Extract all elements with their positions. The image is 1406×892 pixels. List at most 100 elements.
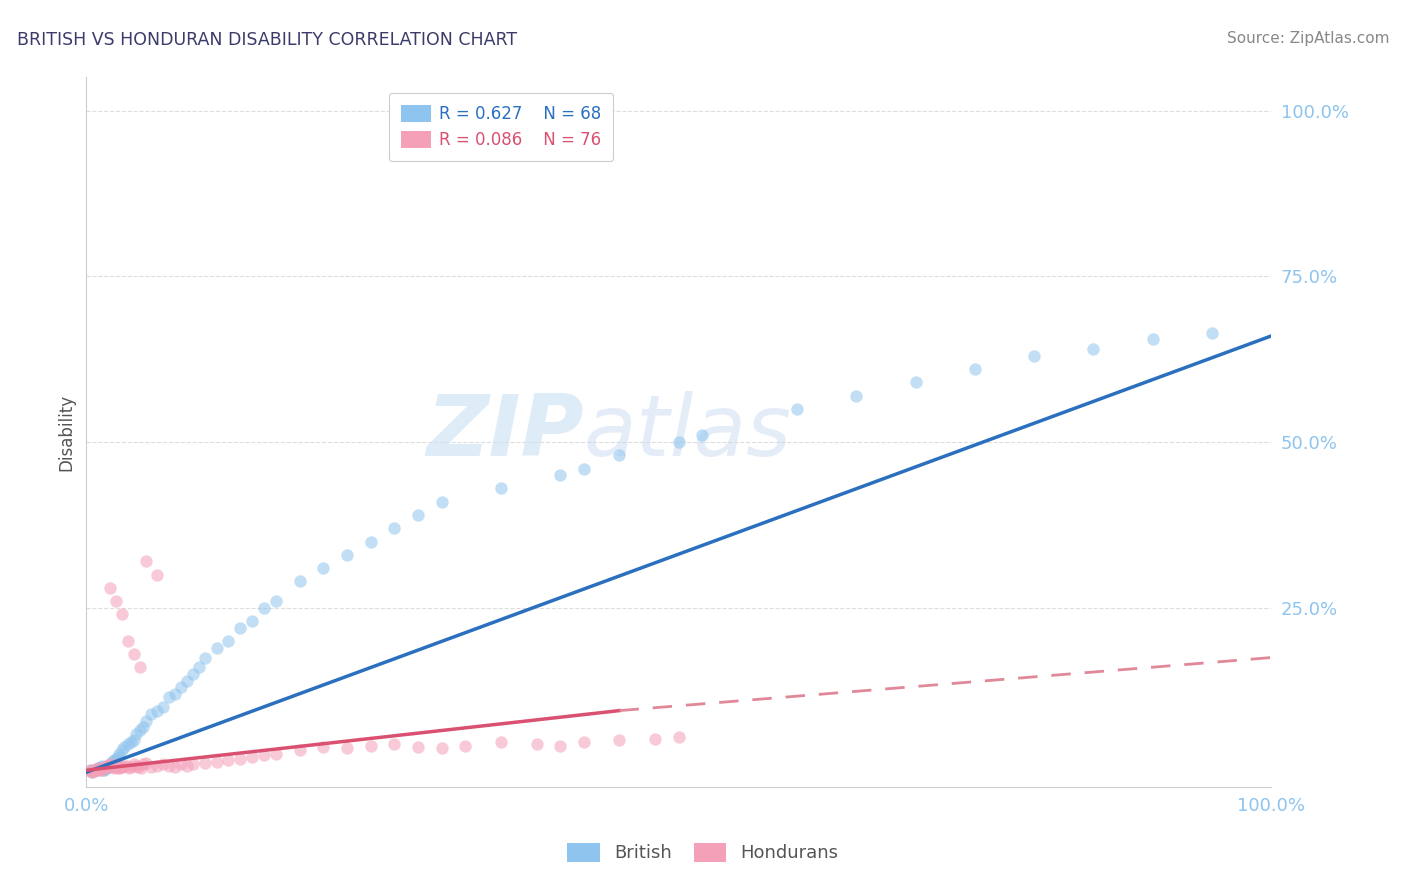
Point [125, 758, 148, 772]
Point [253, 747, 276, 762]
Point [80, 764, 103, 778]
Point [93, 761, 115, 775]
Point [82, 764, 104, 779]
Text: BRITISH VS HONDURAN DISABILITY CORRELATION CHART: BRITISH VS HONDURAN DISABILITY CORRELATI… [17, 31, 517, 49]
Point [82, 764, 104, 779]
Point [103, 761, 125, 775]
Point [84, 763, 107, 777]
Point [526, 737, 548, 751]
Point [609, 448, 631, 462]
Point [118, 761, 141, 775]
Text: Source: ZipAtlas.com: Source: ZipAtlas.com [1226, 31, 1389, 46]
Point [406, 740, 429, 755]
Point [83, 764, 105, 778]
Point [406, 508, 429, 522]
Point [176, 758, 198, 772]
Point [152, 757, 174, 772]
Point [382, 521, 405, 535]
Point [336, 741, 359, 756]
Point [104, 752, 127, 766]
Point [312, 561, 335, 575]
Point [90, 758, 112, 772]
Legend: British, Hondurans: British, Hondurans [560, 836, 846, 870]
Point [181, 667, 204, 681]
Point [430, 495, 453, 509]
Point [97, 758, 120, 772]
Point [98, 757, 121, 772]
Point [668, 730, 690, 744]
Point [97, 758, 120, 772]
Point [104, 760, 127, 774]
Point [548, 739, 571, 753]
Point [644, 732, 666, 747]
Point [135, 714, 157, 728]
Point [90, 762, 112, 776]
Point [84, 763, 107, 777]
Point [104, 594, 127, 608]
Point [122, 647, 145, 661]
Point [904, 376, 927, 390]
Point [430, 741, 453, 756]
Point [264, 747, 287, 761]
Point [115, 758, 138, 772]
Point [79, 764, 101, 778]
Point [107, 750, 129, 764]
Point [117, 737, 139, 751]
Point [98, 581, 121, 595]
Point [146, 567, 169, 582]
Point [96, 761, 118, 775]
Point [112, 759, 135, 773]
Point [79, 764, 101, 778]
Point [112, 740, 135, 755]
Point [141, 760, 163, 774]
Y-axis label: Disability: Disability [58, 393, 75, 471]
Point [129, 761, 152, 775]
Point [122, 733, 145, 747]
Point [181, 756, 204, 771]
Point [128, 660, 150, 674]
Point [170, 681, 193, 695]
Point [132, 757, 155, 772]
Legend: R = 0.627    N = 68, R = 0.086    N = 76: R = 0.627 N = 68, R = 0.086 N = 76 [389, 93, 613, 161]
Point [288, 743, 311, 757]
Point [101, 758, 124, 772]
Point [176, 673, 198, 688]
Point [152, 700, 174, 714]
Point [229, 621, 252, 635]
Point [146, 704, 169, 718]
Point [165, 760, 187, 774]
Point [187, 660, 209, 674]
Point [108, 761, 131, 775]
Point [264, 594, 287, 608]
Point [157, 690, 180, 705]
Point [89, 764, 111, 778]
Point [194, 756, 217, 770]
Point [108, 747, 131, 761]
Point [572, 461, 595, 475]
Point [97, 758, 120, 772]
Point [288, 574, 311, 589]
Point [111, 760, 134, 774]
Point [122, 757, 145, 772]
Point [125, 727, 148, 741]
Point [111, 607, 134, 622]
Point [240, 750, 263, 764]
Point [963, 362, 986, 376]
Point [97, 760, 120, 774]
Point [489, 735, 512, 749]
Point [83, 764, 105, 778]
Point [101, 755, 124, 769]
Point [312, 740, 335, 755]
Point [91, 761, 114, 775]
Point [786, 401, 808, 416]
Point [127, 760, 149, 774]
Text: ZIP: ZIP [426, 391, 583, 474]
Point [194, 650, 217, 665]
Point [205, 640, 228, 655]
Point [128, 723, 150, 738]
Point [572, 735, 595, 749]
Point [107, 761, 129, 775]
Point [141, 706, 163, 721]
Point [845, 389, 868, 403]
Point [692, 428, 714, 442]
